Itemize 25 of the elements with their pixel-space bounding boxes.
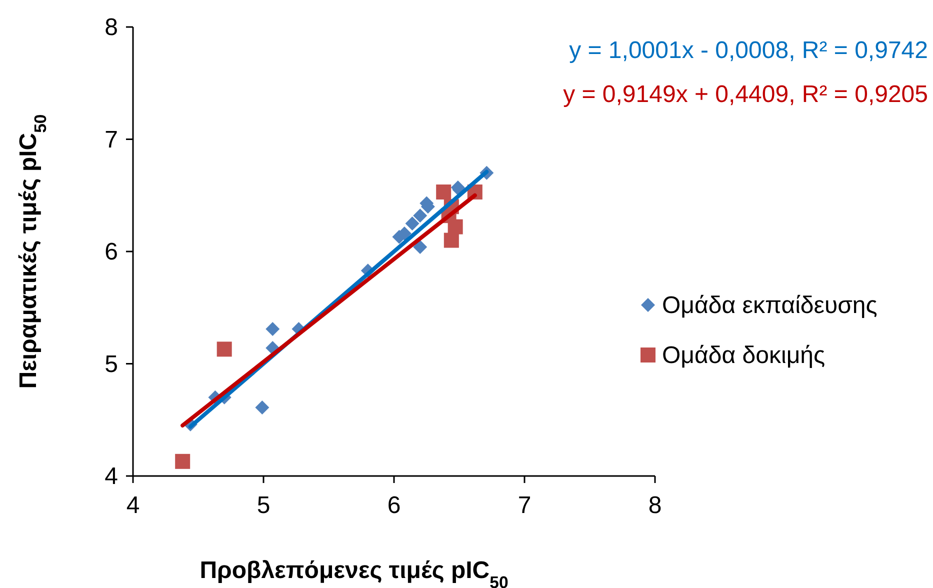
legend-label: Ομάδα δοκιμής	[662, 342, 826, 369]
point	[175, 454, 190, 469]
y-tick-label: 4	[104, 463, 118, 490]
y-tick-label: 6	[104, 238, 118, 266]
x-axis-title: Προβλεπόμενες τιμές pIC$_{50}$	[200, 557, 508, 588]
y-tick-label: 7	[104, 126, 118, 154]
point	[436, 184, 452, 200]
annotation: y = 0,9149x + 0,4409, R² = 0,9205	[563, 81, 928, 108]
point	[266, 322, 280, 336]
point	[216, 342, 232, 357]
x-tick-label: 8	[648, 492, 662, 519]
point	[413, 240, 428, 254]
y-tick-label: 8	[104, 14, 118, 41]
x-tick-label: 6	[387, 492, 401, 519]
point	[255, 400, 270, 415]
point	[448, 219, 463, 234]
point	[444, 232, 459, 248]
point	[405, 216, 420, 230]
legend-label: Ομάδα εκπαίδευσης	[662, 292, 878, 319]
x-tick-label: 5	[256, 492, 270, 519]
x-tick-label: 4	[126, 492, 140, 519]
y-tick-label: 5	[104, 350, 118, 378]
x-tick-label: 7	[518, 492, 532, 519]
annotation: y = 1,0001x - 0,0008, R² = 0,9742	[569, 37, 928, 64]
point	[413, 208, 428, 223]
